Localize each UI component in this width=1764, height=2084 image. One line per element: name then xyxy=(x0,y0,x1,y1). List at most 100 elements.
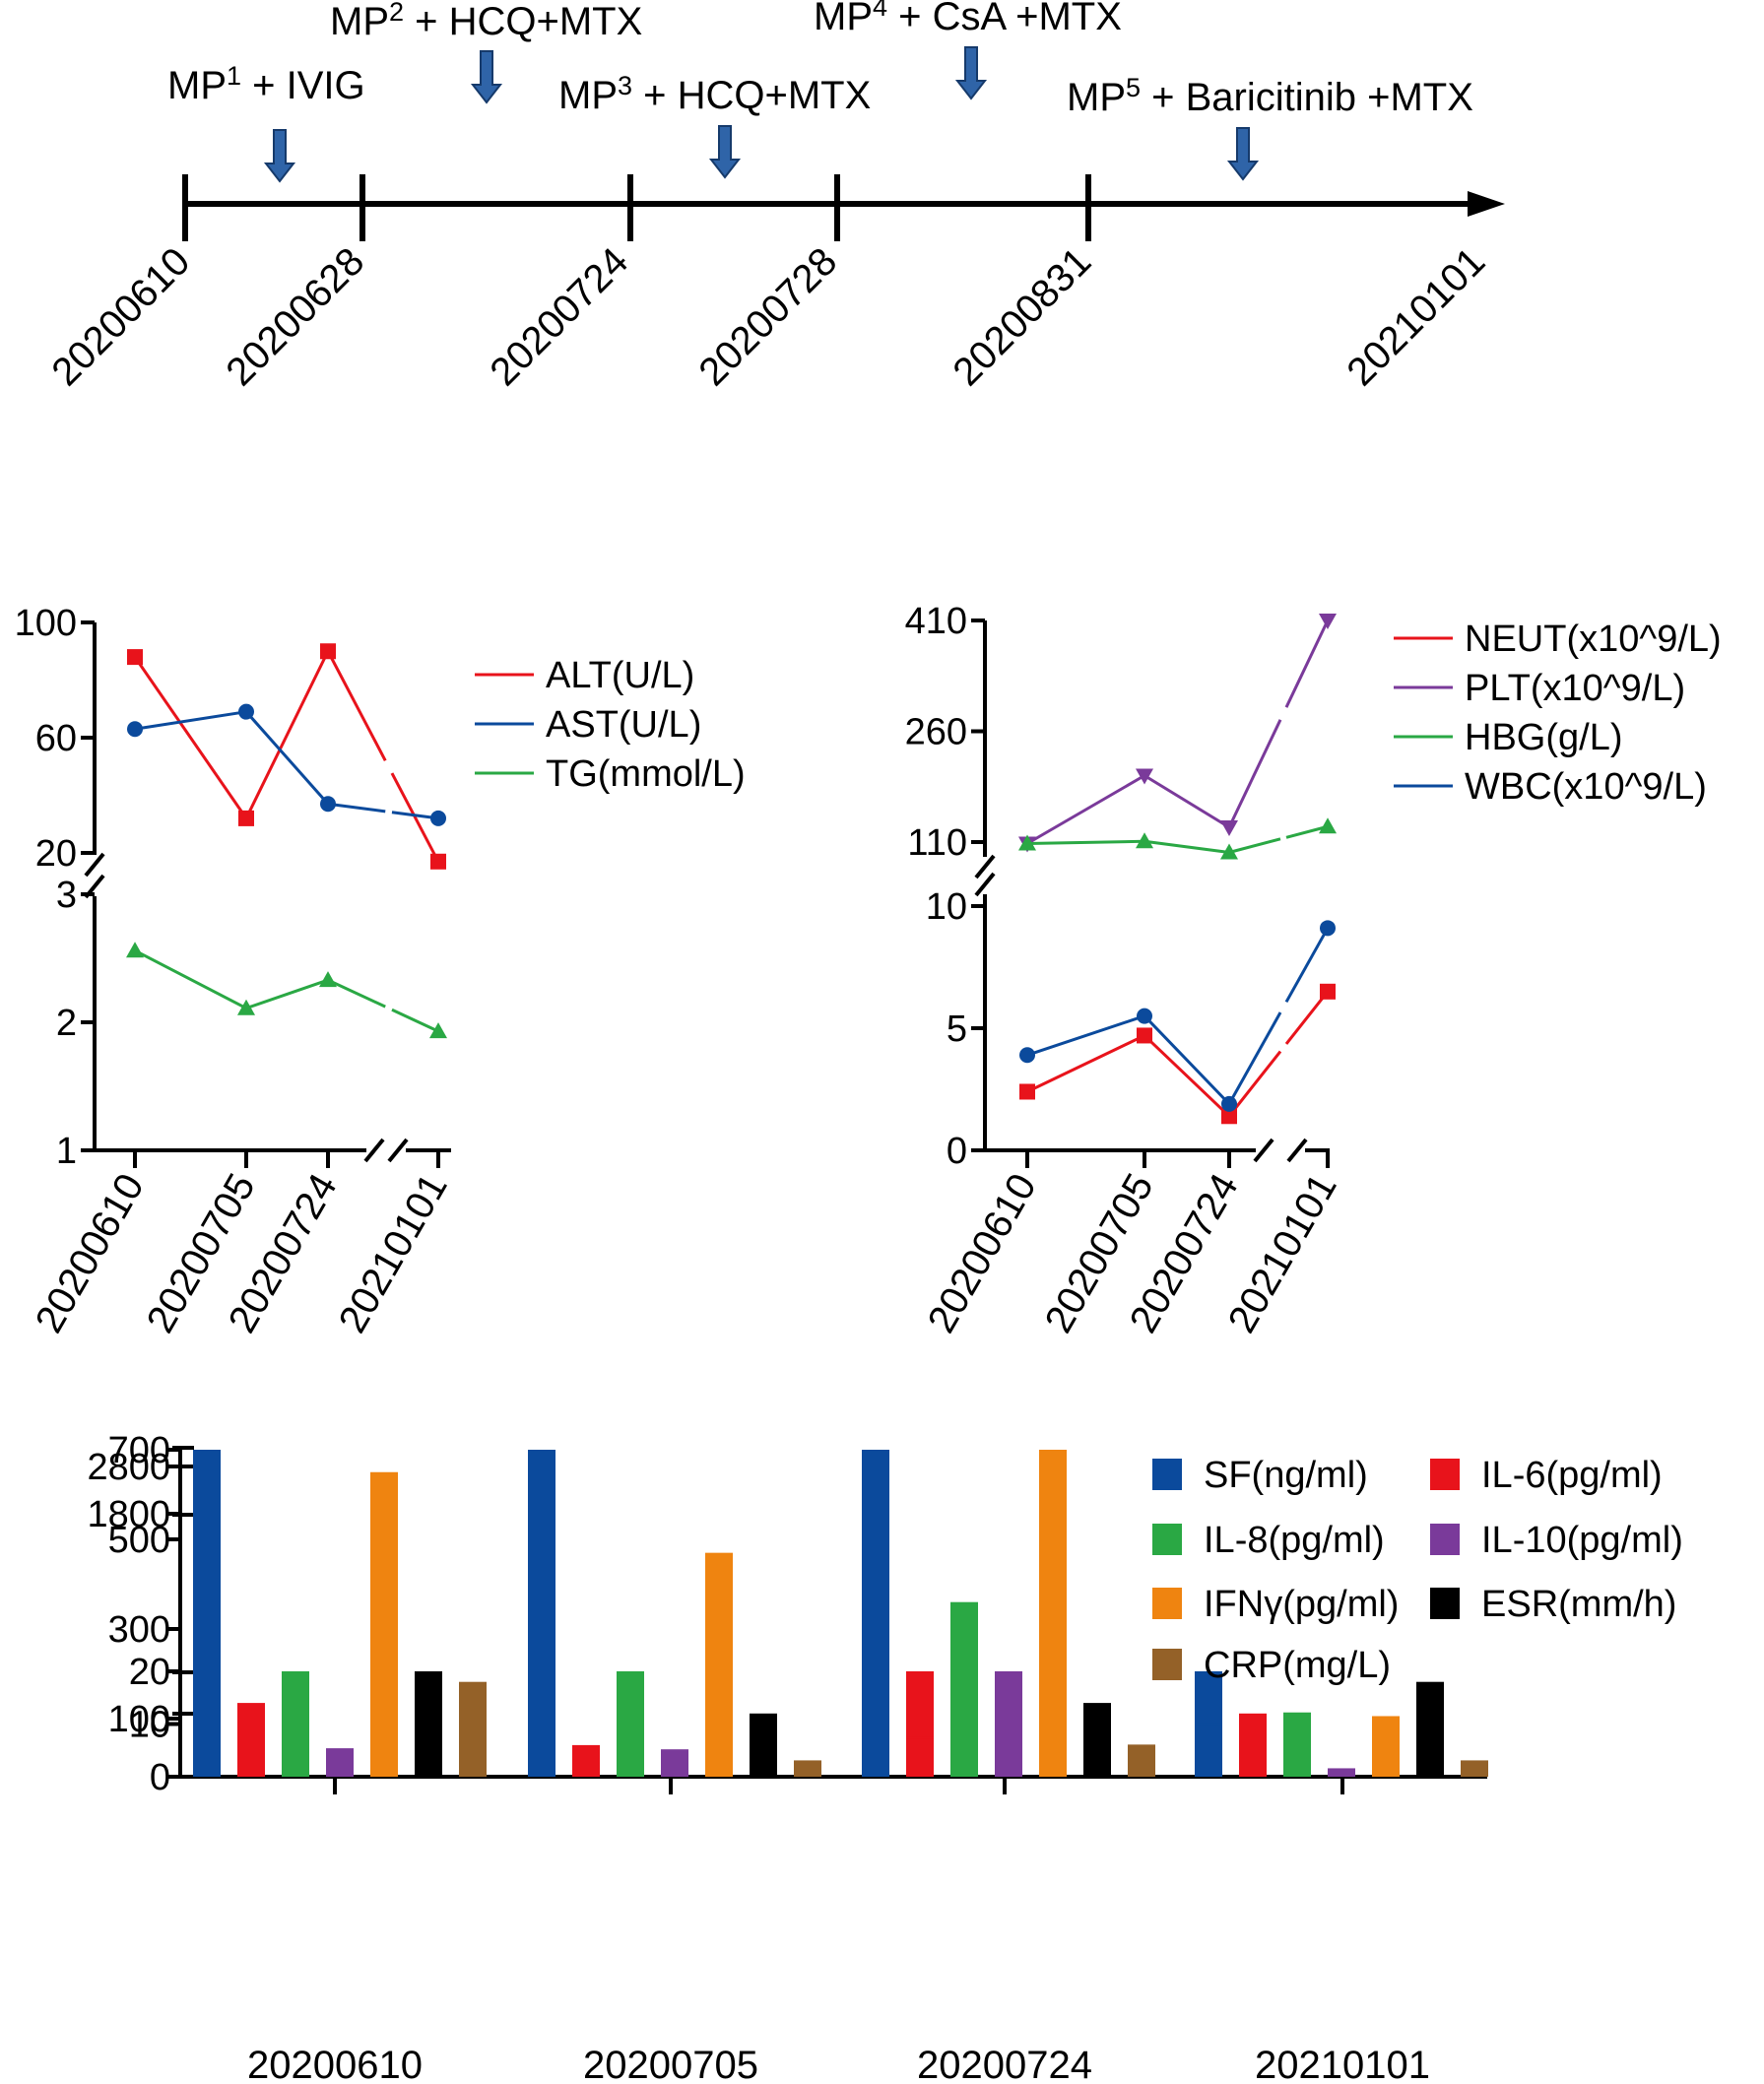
data-point xyxy=(127,721,143,738)
x-tick-label: 20200610 xyxy=(920,1167,1045,1340)
series-line xyxy=(1284,927,1330,1004)
legend-label: NEUT(x10^9/L) xyxy=(1465,619,1722,660)
data-point xyxy=(320,796,336,813)
x-tick-label: 20210101 xyxy=(1255,2044,1430,2084)
y-tick-label: 110 xyxy=(907,822,967,864)
legend-label: SF(ng/ml) xyxy=(1204,1455,1368,1496)
y-tick-label: 0 xyxy=(150,1757,170,1798)
legend-swatch xyxy=(1152,1649,1182,1680)
bar xyxy=(995,1712,1022,1719)
y-tick-label: 0 xyxy=(947,1131,967,1172)
bar xyxy=(661,1749,688,1777)
bar xyxy=(995,1671,1022,1777)
data-point xyxy=(1137,1008,1152,1024)
legend-label: IL-8(pg/ml) xyxy=(1204,1520,1385,1561)
series-line xyxy=(391,1008,439,1033)
bar xyxy=(1128,1744,1155,1777)
y-tick-label: 260 xyxy=(905,712,967,753)
y-tick-label: 300 xyxy=(108,1609,170,1651)
series-line xyxy=(326,650,387,761)
data-point xyxy=(1136,832,1153,849)
series-line xyxy=(245,978,329,1010)
series-line xyxy=(1227,1011,1282,1105)
legend-swatch xyxy=(1152,1588,1182,1619)
data-point xyxy=(237,999,255,1015)
down-arrow-icon xyxy=(1226,127,1260,181)
series-line xyxy=(1227,1050,1282,1118)
series-line xyxy=(327,978,386,1009)
treatment-label: MP4 + CsA +MTX xyxy=(814,0,1122,38)
bar xyxy=(1039,1482,1067,1514)
bar xyxy=(1283,1712,1311,1777)
timeline-date-label: 20200628 xyxy=(218,239,372,394)
x-tick-label: 20200724 xyxy=(917,2044,1092,2084)
data-point xyxy=(1319,817,1337,834)
series-line xyxy=(327,802,386,814)
bar xyxy=(370,1471,398,1719)
bar xyxy=(750,1713,777,1777)
treatment-label: MP3 + HCQ+MTX xyxy=(558,71,871,117)
bar xyxy=(415,1671,442,1777)
series-line xyxy=(1285,824,1329,839)
bar xyxy=(617,1671,644,1777)
bar xyxy=(528,1505,555,1514)
series-line xyxy=(244,710,330,806)
data-point xyxy=(1018,834,1036,851)
bar xyxy=(572,1744,600,1777)
data-point xyxy=(430,810,446,826)
treatment-label: MP2 + HCQ+MTX xyxy=(330,0,642,43)
bar xyxy=(862,1505,889,1514)
bar xyxy=(459,1681,487,1777)
data-point xyxy=(1319,614,1337,629)
series-line xyxy=(133,656,248,819)
y-tick-label: 100 xyxy=(15,603,77,644)
bar xyxy=(1461,1760,1488,1777)
legend-label: WBC(x10^9/L) xyxy=(1465,766,1707,808)
data-point xyxy=(238,703,254,720)
axis-break-mark xyxy=(1253,1138,1274,1163)
y-tick-label: 5 xyxy=(947,1009,967,1050)
x-tick-label: 20200610 xyxy=(28,1167,153,1340)
down-arrow-icon xyxy=(470,50,503,104)
x-tick-label: 20200705 xyxy=(583,2044,758,2084)
data-point xyxy=(238,810,254,826)
y-tick-label: 20 xyxy=(35,833,77,875)
legend-label: IFNγ(pg/ml) xyxy=(1204,1584,1399,1625)
axis-break-mark xyxy=(387,1138,409,1163)
legend-swatch xyxy=(1430,1524,1460,1555)
legend-label: CRP(mg/L) xyxy=(1204,1645,1391,1686)
axis-break-mark xyxy=(84,852,105,878)
series-line xyxy=(1284,990,1330,1045)
data-point xyxy=(127,649,143,666)
axis-break-mark xyxy=(363,1138,385,1163)
series-line xyxy=(134,710,247,731)
legend-swatch xyxy=(1152,1459,1182,1490)
legend-swatch xyxy=(1430,1459,1460,1490)
data-point xyxy=(1320,983,1336,1000)
treatment-label: MP1 + IVIG xyxy=(167,61,365,107)
y-tick-label: 3 xyxy=(56,875,77,916)
timeline-date-label: 20200728 xyxy=(690,239,845,394)
timeline-date-label: 20200831 xyxy=(945,239,1099,394)
series-line xyxy=(244,650,330,819)
bar xyxy=(282,1738,309,1741)
data-point xyxy=(1220,843,1238,860)
bar xyxy=(705,1552,733,1719)
legend-label: IL-10(pg/ml) xyxy=(1481,1520,1683,1561)
data-point xyxy=(1137,1027,1152,1044)
data-point xyxy=(1220,820,1238,836)
series-line xyxy=(1143,839,1230,854)
bar xyxy=(906,1671,934,1777)
bar xyxy=(528,1450,555,1719)
bar xyxy=(1372,1716,1400,1777)
bar xyxy=(193,1450,221,1719)
axis-break-mark xyxy=(974,872,996,897)
series-line xyxy=(1026,1014,1145,1057)
data-point xyxy=(1019,1083,1035,1100)
series-line xyxy=(1143,1034,1231,1118)
series-line xyxy=(1026,1034,1145,1093)
legend-label: IL-6(pg/ml) xyxy=(1481,1455,1663,1496)
data-point xyxy=(1136,768,1153,785)
data-point xyxy=(1320,920,1336,937)
